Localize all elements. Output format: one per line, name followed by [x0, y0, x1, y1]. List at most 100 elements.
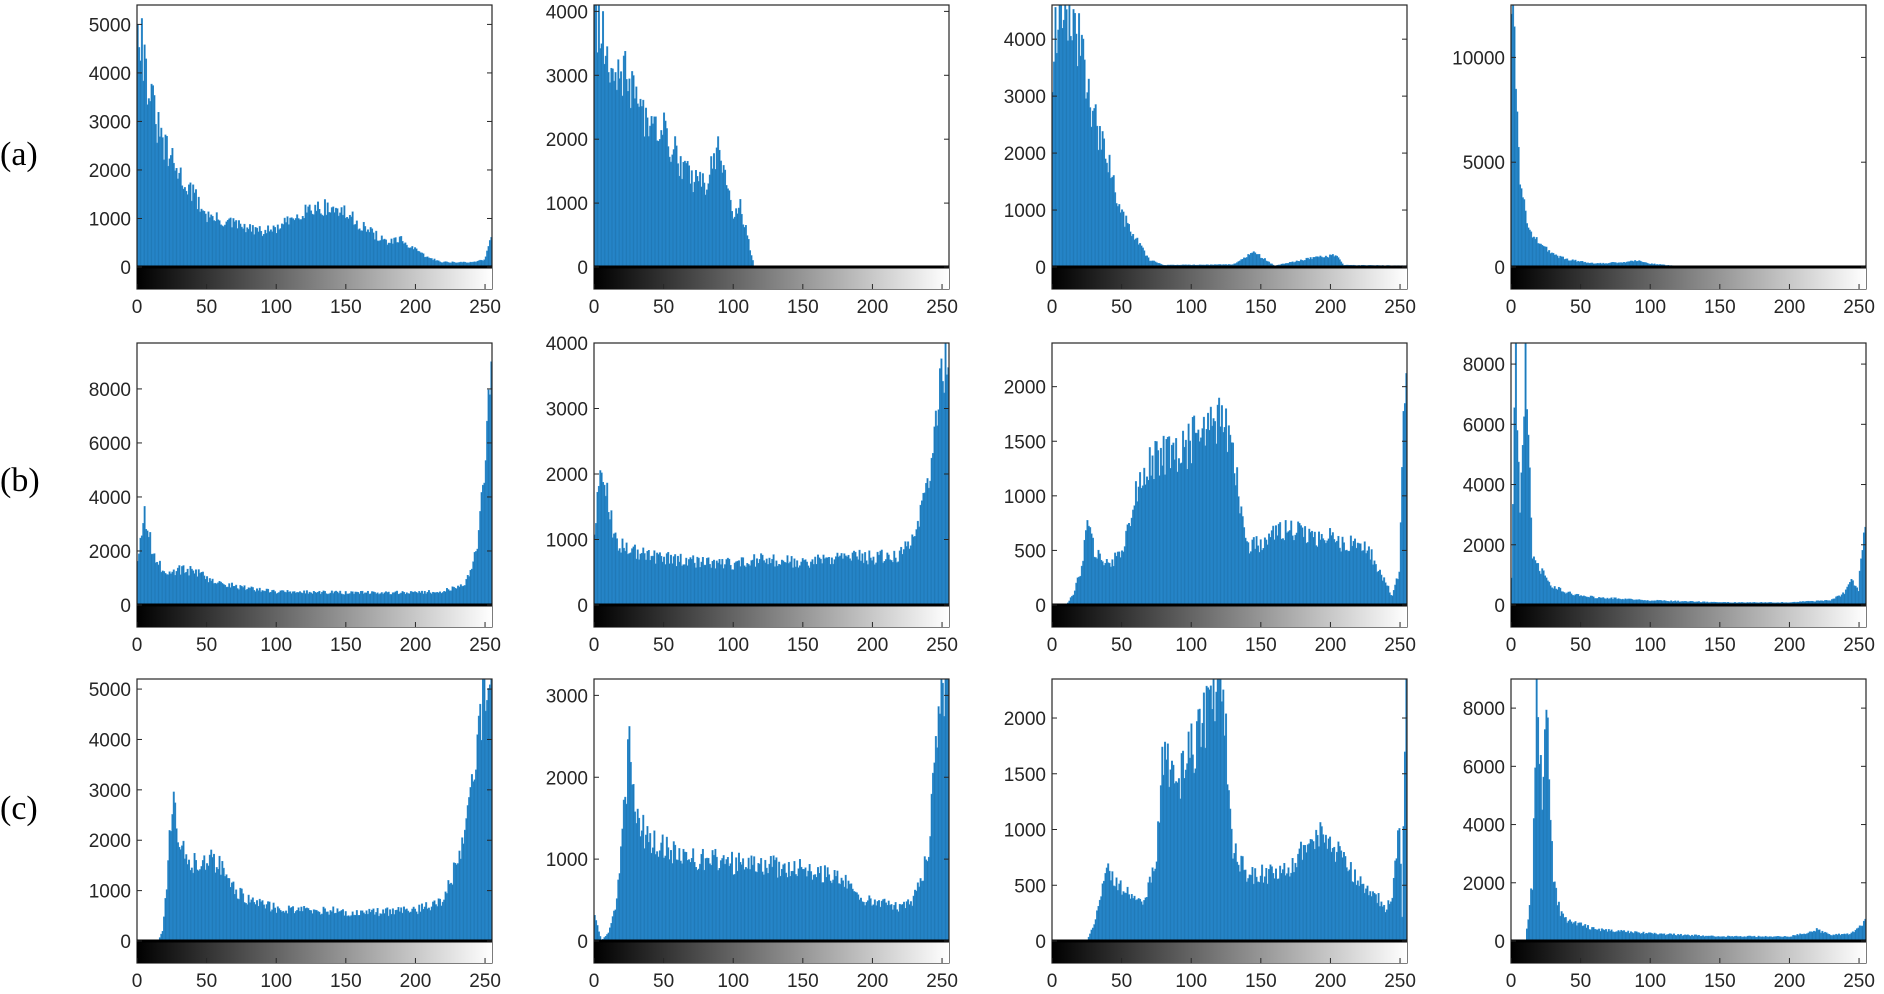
x-tick-label: 100: [717, 297, 749, 318]
x-tick-label: 0: [1506, 971, 1517, 992]
histogram-panel: 0 2000 4000 6000 8000 0 50 100 150 200 250: [89, 342, 501, 656]
y-tick-label: 1000: [89, 209, 131, 230]
y-tick-label: 4000: [546, 2, 588, 23]
x-tick-label: 200: [400, 635, 432, 656]
y-tick-label: 500: [1014, 541, 1046, 562]
x-tick-label: 50: [1111, 635, 1132, 656]
x-tick-label: 100: [260, 635, 292, 656]
row-label-b: (b): [0, 462, 40, 499]
y-tick-label: 10000: [1452, 48, 1505, 69]
y-tick-label: 0: [577, 932, 588, 953]
y-tick-label: 2000: [546, 465, 588, 486]
y-tick-label: 5000: [1463, 153, 1505, 174]
x-tick-label: 50: [1570, 297, 1591, 318]
y-tick-label: 4000: [89, 64, 131, 85]
y-tick-label: 0: [120, 258, 131, 279]
histogram-panel: 0 1000 2000 3000 4000 0 50 100 150 200 250: [546, 2, 958, 318]
y-tick-label: 0: [1035, 596, 1046, 617]
x-tick-label: 50: [1570, 971, 1591, 992]
x-tick-label: 50: [1111, 297, 1132, 318]
y-tick-label: 6000: [89, 434, 131, 455]
y-tick-label: 2000: [89, 161, 131, 182]
grayscale-colorbar: [594, 606, 949, 627]
x-tick-label: 150: [1245, 971, 1277, 992]
y-tick-label: 2000: [89, 542, 131, 563]
y-tick-label: 6000: [1463, 757, 1505, 778]
grayscale-colorbar: [137, 942, 492, 963]
x-tick-label: 200: [400, 297, 432, 318]
grayscale-colorbar: [594, 942, 949, 963]
x-tick-label: 200: [1774, 635, 1806, 656]
y-tick-label: 2000: [1463, 874, 1505, 895]
y-tick-label: 8000: [89, 380, 131, 401]
y-tick-label: 0: [1494, 596, 1505, 617]
y-tick-label: 0: [120, 932, 131, 953]
x-tick-label: 0: [1506, 635, 1517, 656]
histogram-panel: 0 2000 4000 6000 8000 0 50 100 150 200 250: [1463, 342, 1875, 656]
y-tick-label: 0: [1035, 932, 1046, 953]
x-tick-label: 250: [1384, 297, 1416, 318]
y-tick-label: 4000: [546, 334, 588, 355]
y-tick-label: 8000: [1463, 355, 1505, 376]
histogram-panel: 0 5000 10000 0 50 100 150 200 250: [1452, 4, 1875, 318]
y-tick-label: 5000: [89, 680, 131, 701]
y-tick-label: 0: [1494, 258, 1505, 279]
x-tick-label: 150: [1704, 971, 1736, 992]
x-tick-label: 200: [857, 297, 889, 318]
y-tick-label: 0: [577, 596, 588, 617]
x-tick-label: 250: [1384, 971, 1416, 992]
x-tick-label: 200: [857, 635, 889, 656]
y-tick-label: 2000: [1463, 536, 1505, 557]
grayscale-colorbar: [1511, 268, 1866, 289]
x-tick-label: 250: [1384, 635, 1416, 656]
histogram-panel: 0 1000 2000 3000 4000 0 50 100 150 200 250: [1004, 4, 1416, 318]
grayscale-colorbar: [1052, 268, 1407, 289]
x-tick-label: 0: [1047, 297, 1058, 318]
x-tick-label: 250: [1843, 635, 1875, 656]
y-tick-label: 4000: [1004, 30, 1046, 51]
y-tick-label: 2000: [546, 768, 588, 789]
y-tick-label: 3000: [1004, 87, 1046, 108]
y-tick-label: 2000: [1004, 378, 1046, 399]
x-tick-label: 100: [1634, 635, 1666, 656]
y-tick-label: 1000: [1004, 487, 1046, 508]
y-tick-label: 1000: [546, 850, 588, 871]
x-tick-label: 150: [787, 297, 819, 318]
y-tick-label: 3000: [89, 112, 131, 133]
y-tick-label: 0: [1494, 932, 1505, 953]
x-tick-label: 0: [1047, 971, 1058, 992]
x-tick-label: 250: [1843, 297, 1875, 318]
x-tick-label: 0: [1047, 635, 1058, 656]
grayscale-colorbar: [1511, 606, 1866, 627]
y-tick-label: 2000: [1004, 144, 1046, 165]
y-tick-label: 1000: [546, 531, 588, 552]
x-tick-label: 150: [330, 635, 362, 656]
x-tick-label: 150: [1245, 635, 1277, 656]
y-tick-label: 4000: [89, 488, 131, 509]
y-tick-label: 4000: [89, 730, 131, 751]
y-tick-label: 1000: [1004, 821, 1046, 842]
axes-frame: [1510, 342, 1867, 628]
x-tick-label: 150: [1245, 297, 1277, 318]
histogram-panel: 0 1000 2000 3000 0 50 100 150 200 250: [546, 678, 958, 992]
x-tick-label: 100: [1175, 297, 1207, 318]
x-tick-label: 250: [926, 635, 958, 656]
x-tick-label: 200: [1774, 297, 1806, 318]
y-tick-label: 5000: [89, 15, 131, 36]
y-tick-label: 4000: [1463, 816, 1505, 837]
x-tick-label: 200: [400, 971, 432, 992]
histogram-panel: 0 500 1000 1500 2000 0 50 100 150 200 250: [1004, 678, 1416, 992]
x-tick-label: 50: [196, 971, 217, 992]
x-tick-label: 50: [196, 297, 217, 318]
x-tick-label: 100: [1634, 297, 1666, 318]
grayscale-colorbar: [1511, 942, 1866, 963]
x-tick-label: 0: [1506, 297, 1517, 318]
x-tick-label: 0: [589, 297, 600, 318]
grayscale-colorbar: [594, 268, 949, 289]
x-tick-label: 0: [132, 971, 143, 992]
y-tick-label: 3000: [546, 400, 588, 421]
histogram-panel: 0 1000 2000 3000 4000 5000 0 50 100 150 200 250: [89, 678, 501, 992]
histogram-panel: 0 2000 4000 6000 8000 0 50 100 150 200 250: [1463, 678, 1875, 992]
